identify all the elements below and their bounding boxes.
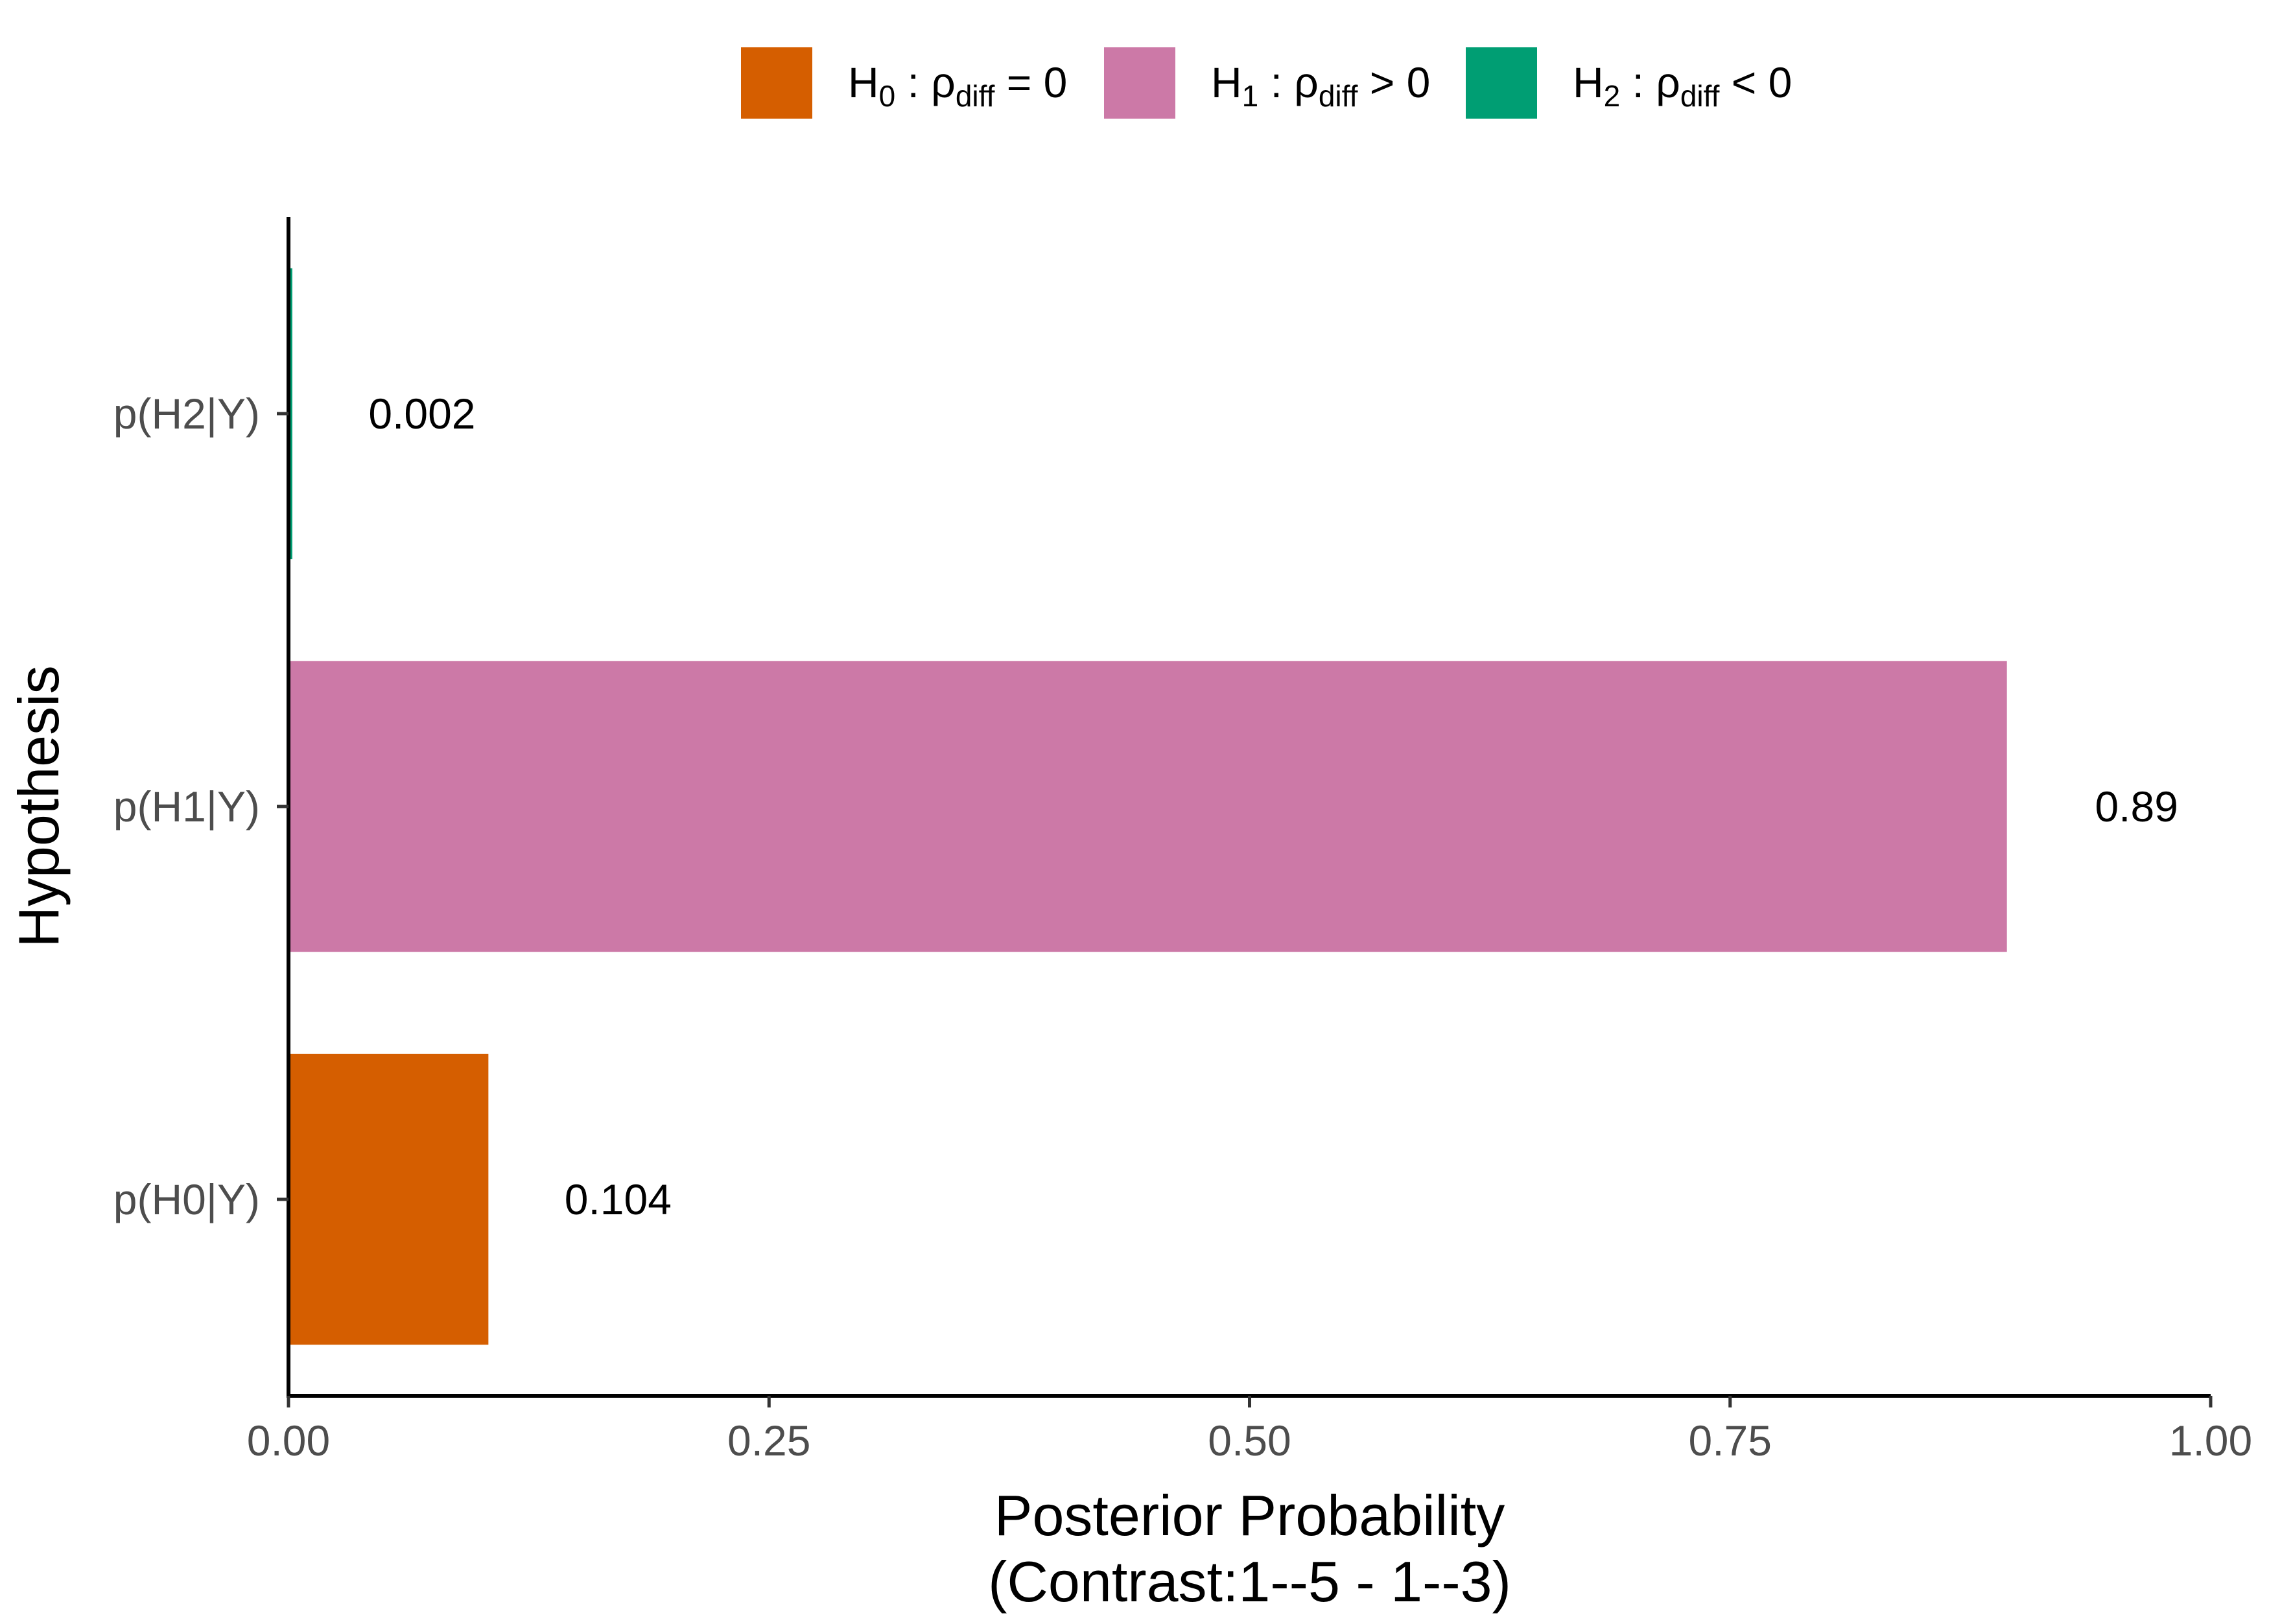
data-label: 0.89 xyxy=(2095,783,2178,830)
data-label: 0.002 xyxy=(368,390,475,438)
legend-label-h2: H2 : ρdiff < 0 xyxy=(1573,58,1792,113)
y-tick-label: p(H2|Y) xyxy=(113,390,260,438)
bar-ph0y xyxy=(288,1053,489,1345)
legend-key-h1 xyxy=(1104,47,1175,119)
y-axis-title: Hypothesis xyxy=(6,665,71,947)
bar-ph1y xyxy=(288,661,2007,952)
data-label: 0.104 xyxy=(565,1175,672,1223)
y-tick-label: p(H1|Y) xyxy=(113,783,260,830)
x-tick-label: 0.50 xyxy=(1208,1417,1291,1465)
x-tick-label: 0.25 xyxy=(727,1417,810,1465)
x-tick-label: 0.75 xyxy=(1689,1417,1772,1465)
legend-label-h0: H0 : ρdiff = 0 xyxy=(848,58,1067,113)
legend-key-h0 xyxy=(741,47,812,119)
y-tick-label: p(H0|Y) xyxy=(113,1175,260,1223)
x-axis-subtitle: (Contrast:1--5 - 1--3) xyxy=(988,1549,1511,1614)
legend-label-h1: H1 : ρdiff > 0 xyxy=(1211,58,1430,113)
x-tick-label: 1.00 xyxy=(2169,1417,2252,1465)
legend-key-h2 xyxy=(1466,47,1537,119)
x-tick-label: 0.00 xyxy=(247,1417,330,1465)
x-axis-title: Posterior Probability xyxy=(994,1483,1505,1548)
